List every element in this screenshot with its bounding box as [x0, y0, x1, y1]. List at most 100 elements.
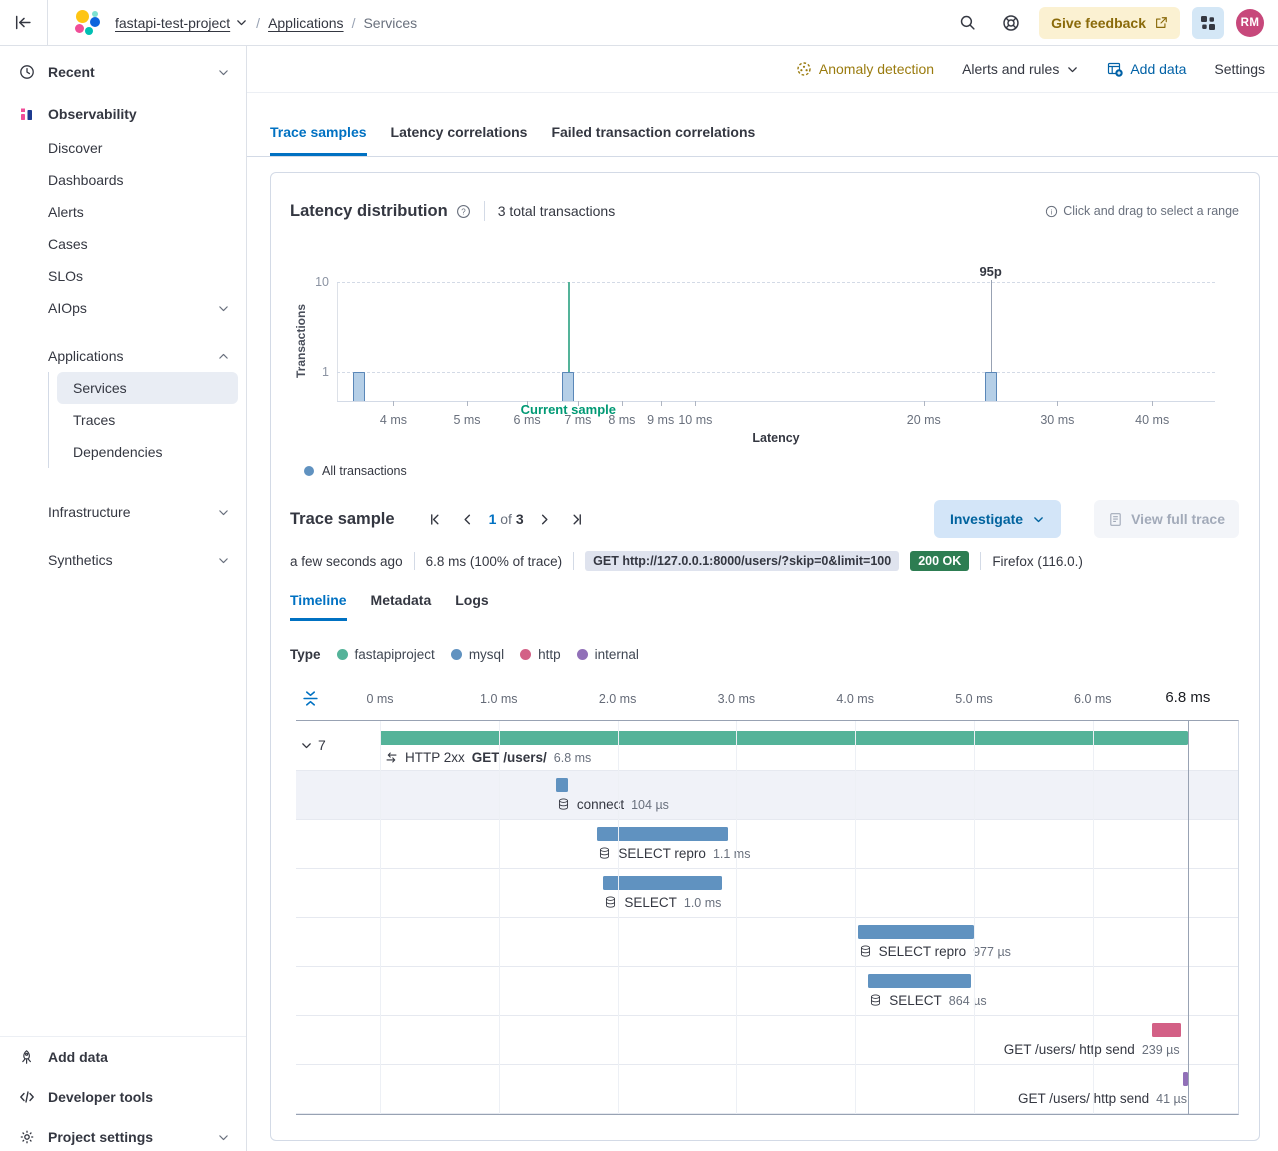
sidebar-item-observability[interactable]: Observability: [0, 96, 246, 132]
fold-timeline-icon[interactable]: [302, 690, 319, 707]
sidebar-item-project-settings[interactable]: Project settings: [0, 1117, 246, 1151]
sidebar-item-alerts[interactable]: Alerts: [0, 196, 246, 228]
trace-tab-timeline[interactable]: Timeline: [290, 591, 347, 621]
type-mysql[interactable]: mysql: [450, 647, 504, 662]
x-tick-label: 30 ms: [1040, 413, 1075, 427]
tab-latency-correlations[interactable]: Latency correlations: [390, 124, 528, 140]
latency-distribution-chart[interactable]: Transactions Latency 1 10 4 ms 5 ms 6 ms 7 ms 8 …: [290, 239, 1239, 454]
sidebar-item-add-data[interactable]: Add data: [0, 1037, 246, 1077]
give-feedback-label: Give feedback: [1051, 14, 1146, 31]
sidebar-item-services[interactable]: Services: [57, 372, 238, 404]
histogram-bar[interactable]: [984, 372, 997, 401]
trace-tab-metadata[interactable]: Metadata: [370, 592, 432, 608]
y-tick-label: 1: [322, 365, 329, 379]
accordion-toggle[interactable]: 7: [300, 737, 326, 753]
trace-tab-logs[interactable]: Logs: [455, 592, 489, 608]
sidebar-item-synthetics[interactable]: Synthetics: [0, 544, 246, 576]
type-fastapiproject[interactable]: fastapiproject: [336, 647, 435, 662]
timeline-tick: 4.0 ms: [836, 692, 874, 706]
span-bar[interactable]: [857, 925, 974, 939]
chevron-down-icon: [1066, 63, 1079, 76]
x-tick-label: 10 ms: [678, 413, 713, 427]
span-label: connect 104 µs: [557, 797, 669, 812]
next-page-button[interactable]: [534, 508, 556, 530]
sidebar-item-applications[interactable]: Applications: [0, 340, 246, 372]
span-bar[interactable]: [603, 876, 723, 890]
waterfall-span-row[interactable]: SELECT repro 1.1 ms: [296, 820, 1238, 869]
question-circle-icon[interactable]: ?: [456, 204, 471, 219]
x-tick-mark: [1057, 401, 1059, 406]
type-label-text: internal: [594, 647, 639, 662]
last-page-button[interactable]: [566, 508, 588, 530]
span-bar[interactable]: [1152, 1023, 1181, 1037]
trace-sample-header: Trace sample 1 of 3: [290, 500, 1239, 538]
type-internal[interactable]: internal: [576, 647, 639, 662]
type-dot: [336, 649, 348, 660]
settings-link[interactable]: Settings: [1214, 61, 1265, 77]
header-left: fastapi-test-project / Applications / Servic…: [0, 0, 417, 45]
elastic-logo[interactable]: [75, 9, 101, 36]
logo-blob: [76, 9, 89, 23]
sidebar-item-developer-tools[interactable]: Developer tools: [0, 1077, 246, 1117]
waterfall-span-row[interactable]: SELECT 864 µs: [296, 967, 1238, 1016]
search-button[interactable]: [951, 7, 983, 39]
sidebar-item-dashboards[interactable]: Dashboards: [0, 164, 246, 196]
sidebar-item-aiops[interactable]: AIOps: [0, 292, 246, 324]
sidebar-item-discover[interactable]: Discover: [0, 132, 246, 164]
tab-failed-transaction-correlations[interactable]: Failed transaction correlations: [551, 124, 756, 140]
x-tick-label: 8 ms: [608, 413, 636, 427]
tab-trace-samples[interactable]: Trace samples: [270, 123, 367, 156]
drag-hint: i Click and drag to select a range: [1045, 204, 1239, 218]
apps-menu-button[interactable]: [1192, 6, 1224, 39]
waterfall-span-row[interactable]: GET /users/ http send 239 µs: [296, 1016, 1238, 1065]
span-bar[interactable]: [555, 778, 569, 792]
alerts-and-rules-menu[interactable]: Alerts and rules: [962, 61, 1079, 77]
span-bar[interactable]: [597, 827, 729, 841]
waterfall-transaction-row[interactable]: HTTP 2xx GET /users/6.8 ms 7: [296, 721, 1238, 771]
histogram-bar[interactable]: [352, 372, 365, 401]
first-page-button[interactable]: [425, 508, 447, 530]
sidebar-item-recent[interactable]: Recent: [0, 54, 246, 90]
transaction-bar[interactable]: [380, 731, 1188, 745]
chart-legend[interactable]: All transactions: [304, 464, 1239, 478]
breadcrumb-item[interactable]: Applications: [268, 15, 344, 31]
waterfall-span-row[interactable]: connect 104 µs: [296, 771, 1238, 820]
type-http[interactable]: http: [520, 647, 561, 662]
give-feedback-button[interactable]: Give feedback: [1039, 6, 1180, 39]
percentile-label: 95p: [979, 264, 1002, 279]
timeline-gridline: [380, 721, 381, 1114]
x-tick-mark: [695, 401, 697, 406]
waterfall-span-row[interactable]: GET /users/ http send 41 µs: [296, 1065, 1238, 1114]
collapse-sidebar-button[interactable]: [0, 0, 48, 45]
trace-duration: 6.8 ms (100% of trace): [425, 553, 563, 569]
waterfall-span-row[interactable]: SELECT 1.0 ms: [296, 869, 1238, 918]
sidebar-item-label: Dashboards: [48, 172, 124, 188]
sidebar-item-traces[interactable]: Traces: [57, 404, 238, 436]
breadcrumb-item[interactable]: fastapi-test-project: [115, 15, 248, 31]
chevron-down-icon: [235, 16, 248, 29]
user-avatar[interactable]: RM: [1236, 8, 1264, 37]
waterfall-span-row[interactable]: SELECT repro 977 µs: [296, 918, 1238, 967]
histogram-bar[interactable]: [562, 372, 575, 401]
sidebar-item-label: Alerts: [48, 204, 84, 220]
previous-page-button[interactable]: [457, 508, 479, 530]
current-sample-label: Current sample: [520, 402, 616, 417]
span-label: SELECT 864 µs: [869, 993, 987, 1008]
current-sample-line: [568, 282, 570, 401]
sidebar-item-slos[interactable]: SLOs: [0, 260, 246, 292]
url-badge[interactable]: GET http://127.0.0.1:8000/users/?skip=0&…: [585, 551, 900, 571]
anomaly-detection-button[interactable]: Anomaly detection: [796, 61, 934, 77]
sidebar-item-dependencies[interactable]: Dependencies: [57, 436, 238, 468]
view-full-trace-button[interactable]: View full trace: [1094, 500, 1239, 538]
span-bar[interactable]: [1183, 1072, 1188, 1086]
logo-blob: [92, 10, 98, 17]
sidebar-item-cases[interactable]: Cases: [0, 228, 246, 260]
sidebar-item-label: Observability: [48, 106, 137, 122]
add-data-button[interactable]: Add data: [1107, 61, 1186, 77]
status-badge[interactable]: 200 OK: [910, 551, 970, 571]
help-button[interactable]: [995, 7, 1027, 39]
investigate-button[interactable]: Investigate: [933, 500, 1062, 538]
sidebar-item-infrastructure[interactable]: Infrastructure: [0, 496, 246, 528]
menu-collapse-icon: [15, 14, 32, 31]
span-bar[interactable]: [868, 974, 971, 988]
